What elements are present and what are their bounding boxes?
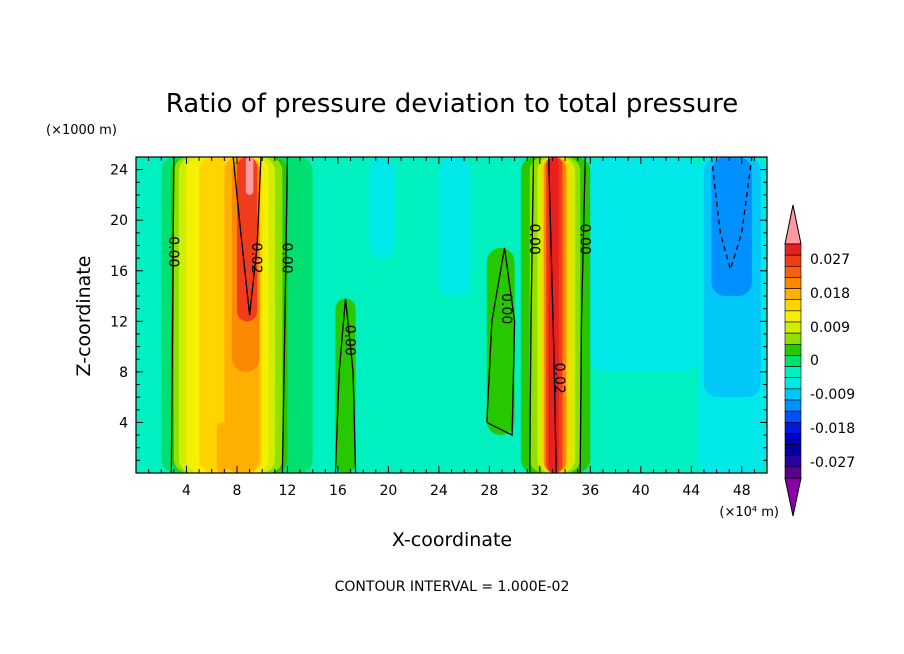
colorbar-swatch [784, 433, 802, 445]
colorbar-label: 0.009 [810, 320, 850, 336]
contour-band [245, 157, 254, 195]
contour-field [136, 157, 767, 473]
colorbar-swatch [784, 366, 802, 379]
colorbar-swatch [784, 254, 802, 267]
colorbar-top-triangle [784, 204, 802, 245]
colorbar: 0.027 0.018 0.009 0 -0.009 -0.018 -0.027 [784, 204, 855, 517]
contour-line [281, 157, 289, 473]
y-axis-label: Z-coordinate [73, 256, 95, 377]
x-unit-label: (×10⁴ m) [719, 505, 779, 520]
colorbar-swatch [784, 355, 802, 367]
y-tick-label: 4 [119, 415, 128, 431]
colorbar-label: 0 [810, 353, 819, 369]
contour-line [579, 157, 586, 473]
colorbar-swatch [784, 455, 802, 468]
x-tick-label: 40 [632, 483, 650, 499]
contour-label: 0.00 [278, 243, 294, 274]
colorbar-swatch [784, 466, 802, 479]
x-tick-label: 44 [682, 483, 700, 499]
colorbar-swatch [784, 243, 802, 256]
contour-band [369, 157, 395, 259]
colorbar-swatch [784, 288, 802, 301]
contour-band [236, 157, 258, 322]
contour-band [590, 157, 698, 372]
x-tick-label: 8 [232, 483, 241, 499]
colorbar-label: -0.018 [810, 421, 855, 437]
colorbar-swatch [784, 265, 802, 278]
colorbar-label: 0.027 [810, 252, 850, 268]
colorbar-swatch [784, 388, 802, 401]
colorbar-swatch [784, 399, 802, 412]
colorbar-label: -0.027 [810, 455, 855, 471]
contour-interval-footer: CONTOUR INTERVAL = 1.000E-02 [335, 579, 570, 595]
colorbar-swatch [784, 410, 802, 423]
x-tick-label: 12 [279, 483, 297, 499]
colorbar-bottom-triangle [784, 477, 802, 517]
contour-line [486, 247, 516, 437]
contour-label: 0.00 [165, 236, 181, 267]
colorbar-swatch [784, 377, 802, 390]
colorbar-swatch [784, 332, 802, 345]
colorbar-swatch [784, 343, 802, 356]
contour-band [711, 157, 752, 297]
y-tick-label: 8 [119, 365, 128, 381]
contour-label: 0.02 [248, 243, 264, 274]
x-tick-label: 4 [182, 483, 191, 499]
colorbar-swatch [784, 444, 802, 457]
contour-label: 0.02 [551, 363, 567, 394]
contour-label: 0.00 [498, 293, 514, 324]
chart-title: Ratio of pressure deviation to total pre… [166, 89, 738, 119]
colorbar-label: -0.009 [810, 387, 855, 403]
colorbar-swatch [784, 299, 802, 312]
colorbar-swatch [784, 310, 802, 323]
contour-line [529, 157, 535, 473]
plot-area: 0.00 0.02 0.000.000.000.000.020.004 8 12 16 20… [110, 156, 768, 499]
y-tick-label: 12 [110, 314, 128, 330]
colorbar-swatch [784, 421, 802, 434]
colorbar-swatch [784, 277, 802, 289]
x-tick-label: 24 [430, 483, 448, 499]
x-tick-label: 16 [329, 483, 347, 499]
x-tick-label: 32 [531, 483, 549, 499]
colorbar-swatch [784, 321, 802, 334]
x-tick-label: 36 [581, 483, 599, 499]
contour-line [170, 157, 175, 473]
contour-label: 0.00 [526, 224, 542, 255]
contour-band [216, 422, 227, 473]
contour-label: 0.00 [342, 325, 358, 356]
contour-line [232, 157, 262, 316]
colorbar-label: 0.018 [810, 286, 850, 302]
contour-band [438, 157, 471, 297]
x-tick-label: 20 [379, 483, 397, 499]
contour-line [548, 157, 557, 473]
y-unit-label: (×1000 m) [46, 123, 117, 138]
x-tick-label: 48 [733, 483, 751, 499]
y-tick-label: 16 [110, 264, 128, 280]
y-tick-label: 24 [110, 163, 128, 179]
contour-line [334, 298, 357, 473]
y-tick-label: 20 [110, 213, 128, 229]
x-tick-label: 28 [480, 483, 498, 499]
contour-label: 0.00 [576, 224, 592, 255]
contour-band [486, 248, 515, 436]
x-axis-label: X-coordinate [392, 529, 512, 551]
